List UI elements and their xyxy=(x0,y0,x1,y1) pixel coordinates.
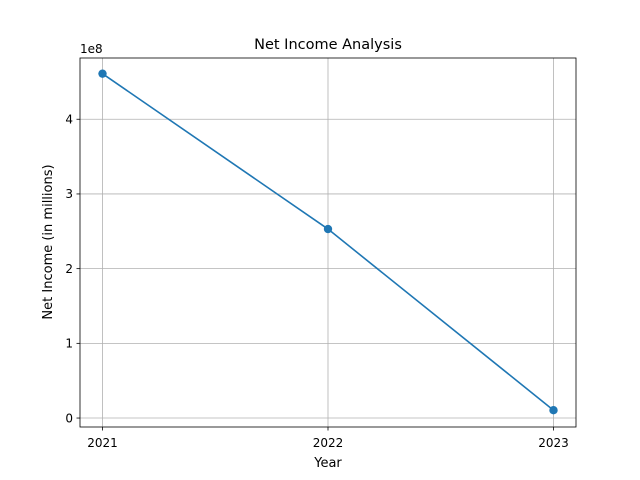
y-axis-ticks: 0 1 2 3 4 xyxy=(65,113,80,425)
data-point-2022 xyxy=(323,224,333,234)
x-tick-label: 2022 xyxy=(313,436,344,450)
data-point-2021 xyxy=(98,69,107,78)
data-point-2023 xyxy=(549,405,558,415)
y-tick-label: 4 xyxy=(65,113,73,127)
x-axis-label: Year xyxy=(313,456,342,471)
series-layer xyxy=(98,69,558,415)
y-axis-offset-label: 1e8 xyxy=(80,42,103,56)
y-tick-label: 0 xyxy=(65,411,73,425)
x-tick-label: 2023 xyxy=(538,436,569,450)
chart-title: Net Income Analysis xyxy=(254,37,402,53)
x-axis-ticks: 2021 2022 2023 xyxy=(87,427,569,450)
x-tick-label: 2021 xyxy=(87,436,118,450)
y-tick-label: 2 xyxy=(65,262,73,276)
grid-lines xyxy=(80,58,576,427)
y-tick-label: 3 xyxy=(65,187,73,201)
y-axis-label: Net Income (in millions) xyxy=(41,164,56,319)
y-tick-label: 1 xyxy=(65,337,73,351)
